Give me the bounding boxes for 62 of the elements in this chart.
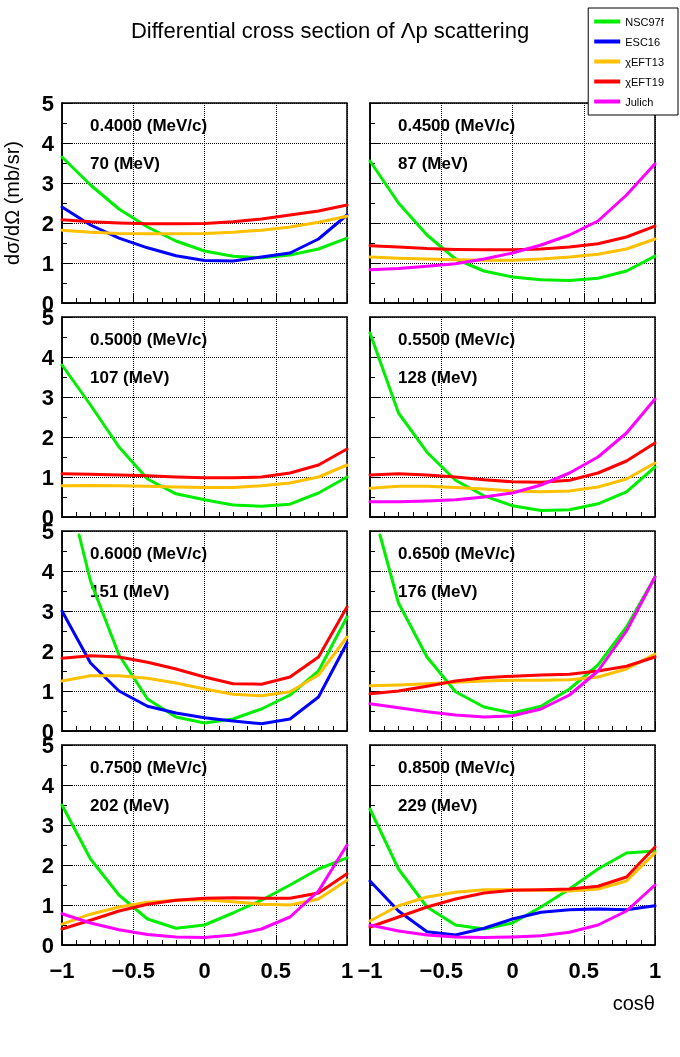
legend-label: Julich [625,95,654,108]
y-tick-label: 3 [41,812,54,838]
legend-label: NSC97f [625,15,665,28]
y-tick-label: 3 [41,384,54,410]
annotation: 0.8500 (MeV/c) [398,758,516,777]
annotation: 107 (MeV) [90,368,170,387]
x-tick-label: −1 [357,957,383,983]
y-tick-label: 0 [41,932,54,958]
y-tick-label: 1 [41,892,54,918]
line-series [60,203,349,226]
x-tick-label: 1 [340,957,354,983]
x-axis-title: cosθ [612,992,655,1014]
x-tick-label: 0.5 [260,957,292,983]
y-tick-label: 1 [41,464,54,490]
line-series [60,605,349,686]
annotation: 202 (MeV) [90,796,170,815]
y-axis-title: dσ/dΩ (mb/sr) [1,141,23,265]
chart-title: Differential cross section of Λp scattering [130,18,530,43]
annotation: 0.5500 (MeV/c) [398,330,516,349]
line-series [60,463,349,489]
x-tick-label: 0 [198,957,211,983]
annotation: 0.6000 (MeV/c) [90,544,208,563]
y-tick-label: 4 [41,772,55,798]
line-series [60,447,349,480]
line-series [60,205,349,263]
annotation: 128 (MeV) [398,368,478,387]
line-series [60,635,349,698]
x-tick-label: −0.5 [419,957,463,983]
annotation: 0.7500 (MeV/c) [90,758,208,777]
y-tick-label: 4 [41,344,55,370]
annotation: 0.6500 (MeV/c) [398,544,516,563]
annotation: 0.4000 (MeV/c) [90,116,208,135]
y-tick-label: 4 [41,558,55,584]
annotation: 0.5000 (MeV/c) [90,330,208,349]
legend-label: χEFT19 [625,75,665,88]
y-tick-label: 5 [41,90,54,116]
y-tick-label: 3 [41,170,54,196]
y-tick-label: 2 [41,210,54,236]
y-tick-label: 1 [41,678,54,704]
x-tick-label: 0 [506,957,519,983]
annotation: 70 (MeV) [90,154,160,173]
annotation: 229 (MeV) [398,796,478,815]
y-tick-label: 1 [41,250,54,276]
line-series [60,609,349,726]
x-tick-label: −0.5 [111,957,155,983]
x-tick-label: 1 [648,957,662,983]
x-tick-label: −1 [49,957,75,983]
annotation: 87 (MeV) [398,154,468,173]
y-tick-label: 4 [41,130,55,156]
annotation: 176 (MeV) [398,582,478,601]
x-tick-label: 0.5 [568,957,600,983]
legend-label: χEFT13 [625,55,665,68]
line-series [60,843,349,939]
line-series [60,214,349,236]
annotation: 0.4500 (MeV/c) [398,116,516,135]
line-series [60,363,349,508]
y-tick-label: 3 [41,598,54,624]
y-tick-label: 2 [41,852,54,878]
y-tick-label: 2 [41,424,54,450]
y-tick-label: 2 [41,638,54,664]
line-series [60,872,349,931]
legend-label: ESC16 [625,35,661,48]
